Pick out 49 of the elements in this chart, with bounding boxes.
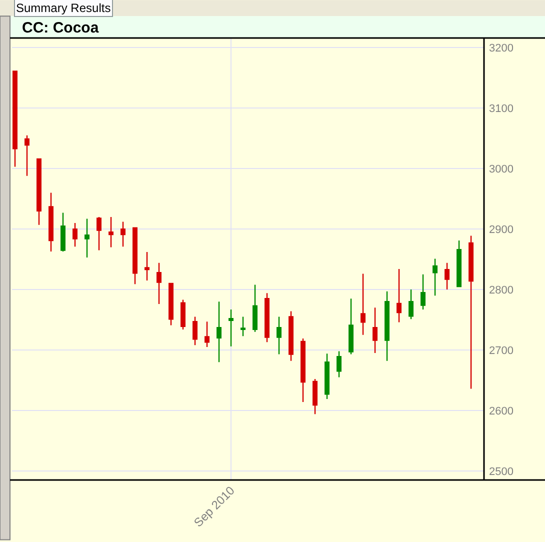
candlestick: [324, 353, 330, 400]
candlestick: [408, 288, 414, 320]
y-tick-label: 2800: [489, 284, 514, 296]
candlestick: [384, 290, 390, 362]
candlestick: [120, 221, 126, 248]
candlestick: [228, 308, 234, 347]
candlestick: [192, 316, 198, 346]
candlestick: [288, 310, 294, 362]
y-tick-label: 2900: [489, 224, 514, 236]
candlestick: [372, 307, 378, 354]
candlestick: [216, 301, 222, 363]
candlestick: [144, 251, 150, 282]
candlestick: [444, 262, 450, 290]
candlestick: [168, 282, 174, 326]
candlestick: [348, 298, 354, 355]
candlestick: [276, 316, 282, 355]
candlestick: [36, 158, 42, 226]
candlestick: [204, 320, 210, 348]
candlestick: [456, 240, 462, 288]
y-tick-label: 2500: [489, 466, 514, 478]
candlestick: [396, 268, 402, 323]
y-tick-label: 3200: [489, 42, 514, 55]
candlestick: [336, 350, 342, 378]
candlestick: [468, 235, 474, 390]
y-tick-label: 3000: [489, 163, 514, 176]
y-tick-label: 2700: [489, 344, 514, 357]
candlestick: [60, 212, 66, 252]
candlestick: [96, 216, 102, 251]
candlestick: [24, 134, 30, 176]
candlestick: [432, 258, 438, 296]
candlestick: [240, 316, 246, 337]
candlestick: [360, 273, 366, 336]
candlestick: [180, 299, 186, 330]
candlestick: [48, 192, 54, 252]
y-tick-label: 3100: [489, 102, 514, 115]
y-tick-label: 2600: [489, 405, 514, 418]
candlestick: [252, 284, 258, 332]
candlestick: [132, 226, 138, 285]
candlestick: [72, 222, 78, 248]
chart-title: CC: Cocoa: [22, 19, 100, 36]
candlestick: [84, 218, 90, 258]
candlestick: [300, 338, 306, 403]
candlestick: [264, 292, 270, 343]
candlestick: [312, 378, 318, 415]
candlestick: [108, 216, 114, 248]
candlestick: [12, 70, 18, 168]
text: Summary Results: [16, 1, 111, 15]
candlestick: [420, 274, 426, 310]
candlestick: [156, 262, 162, 305]
